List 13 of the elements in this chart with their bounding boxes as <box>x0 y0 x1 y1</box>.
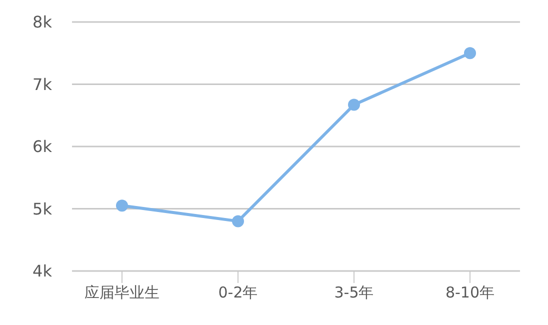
y-tick-label: 8k <box>32 12 53 32</box>
y-tick-label: 7k <box>32 74 53 94</box>
y-tick-label: 6k <box>32 137 53 156</box>
x-tick-label: 3-5年 <box>334 284 374 302</box>
y-tick-label: 5k <box>32 199 53 218</box>
x-tick-label: 8-10年 <box>445 284 495 302</box>
x-tick-label: 0-2年 <box>218 284 258 302</box>
point <box>348 98 360 111</box>
point <box>116 200 128 212</box>
x-tick-label: 应届毕业生 <box>84 284 160 302</box>
point <box>232 215 244 228</box>
point <box>464 47 476 60</box>
y-tick-label: 4k <box>32 262 53 281</box>
